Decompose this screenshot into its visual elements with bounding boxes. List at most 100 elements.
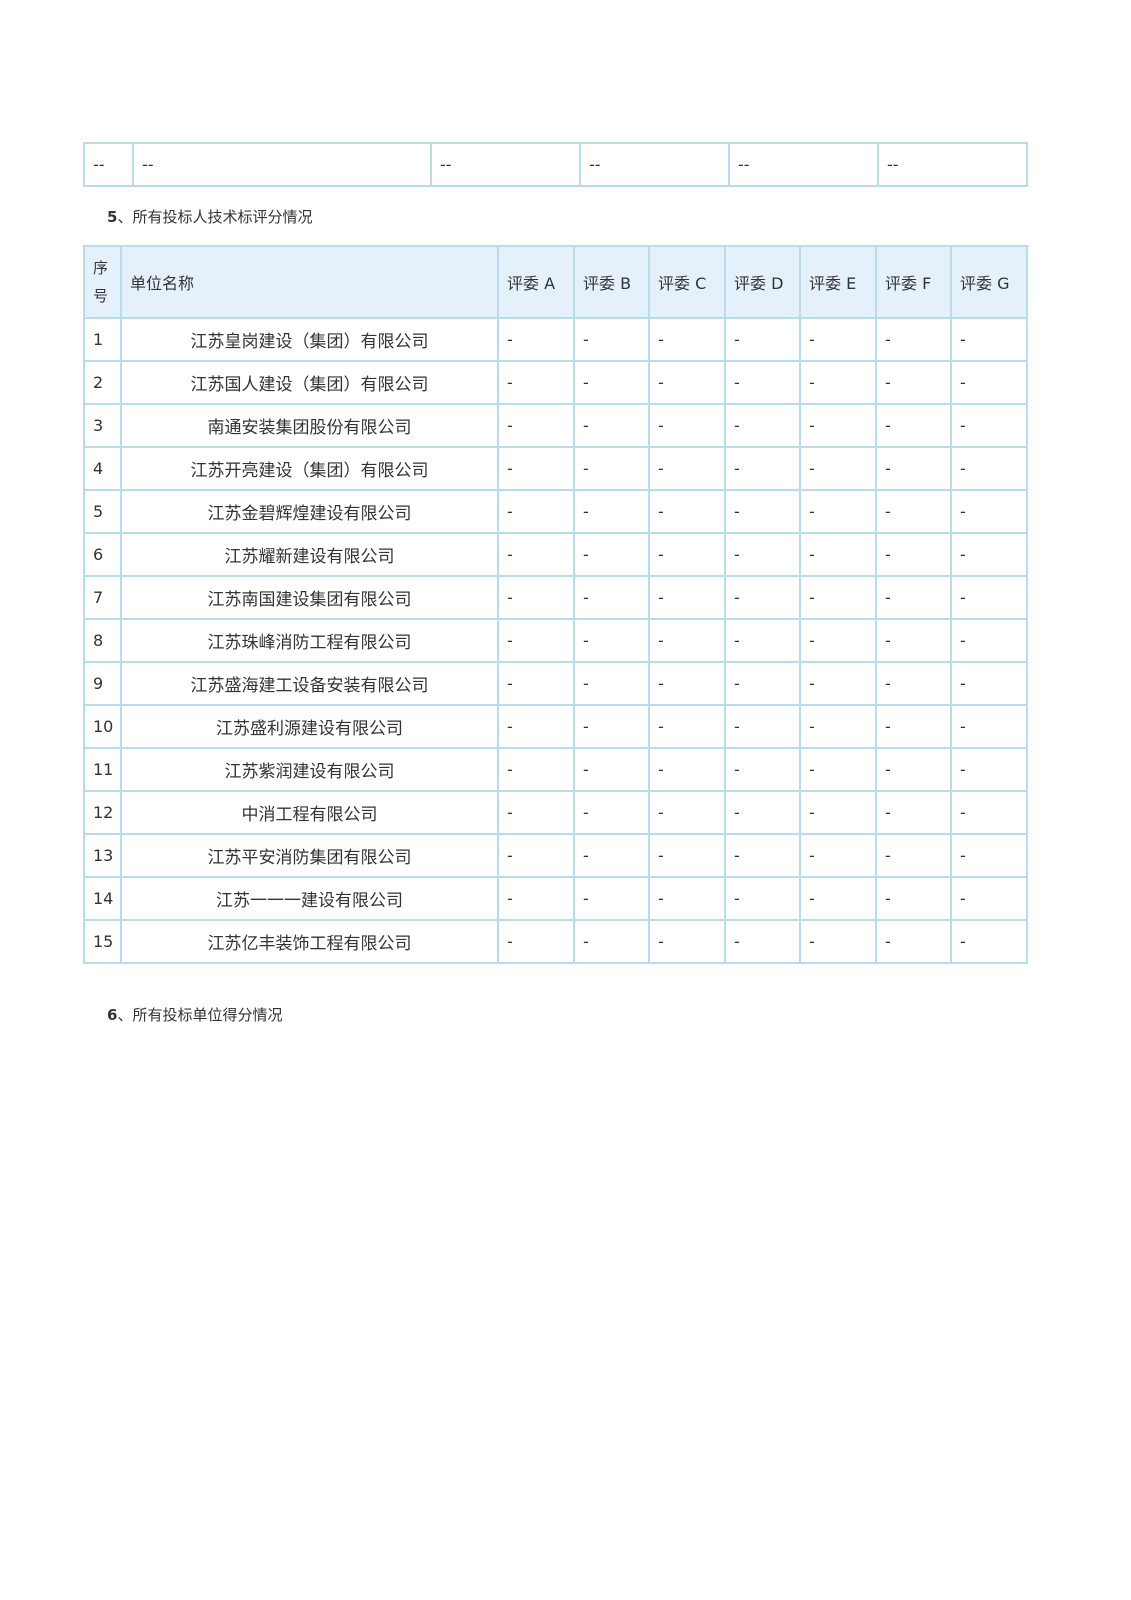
score-cell: - — [573, 446, 650, 491]
score-cell: - — [724, 575, 801, 620]
score-cell: - — [950, 790, 1028, 835]
score-cell: - — [950, 833, 1028, 878]
score-cell: - — [648, 661, 726, 706]
score-cell: - — [799, 833, 877, 878]
section-6-heading: 6、所有投标单位得分情况 — [107, 1004, 282, 1025]
column-header: 单位名称 — [120, 245, 499, 319]
score-cell: - — [950, 317, 1028, 362]
score-cell: - — [950, 704, 1028, 749]
score-cell: - — [799, 532, 877, 577]
row-number: 7 — [83, 575, 122, 620]
row-number: 3 — [83, 403, 122, 448]
score-cell: - — [950, 575, 1028, 620]
column-header: 评委 G — [950, 245, 1028, 319]
score-cell: - — [875, 317, 952, 362]
score-cell: - — [950, 747, 1028, 792]
row-number: 6 — [83, 532, 122, 577]
row-number: 8 — [83, 618, 122, 663]
score-cell: - — [648, 747, 726, 792]
score-cell: - — [497, 790, 575, 835]
score-cell: - — [573, 790, 650, 835]
score-cell: - — [724, 532, 801, 577]
column-header: 评委 C — [648, 245, 726, 319]
score-cell: - — [648, 790, 726, 835]
score-cell: - — [799, 618, 877, 663]
company-name: 江苏亿丰装饰工程有限公司 — [120, 919, 499, 964]
company-name: 江苏珠峰消防工程有限公司 — [120, 618, 499, 663]
score-cell: - — [799, 790, 877, 835]
score-cell: - — [648, 446, 726, 491]
score-cell: - — [724, 446, 801, 491]
score-cell: - — [799, 403, 877, 448]
score-cell: - — [724, 876, 801, 921]
company-name: 江苏金碧辉煌建设有限公司 — [120, 489, 499, 534]
score-cell: - — [648, 575, 726, 620]
score-cell: - — [875, 790, 952, 835]
score-cell: - — [497, 747, 575, 792]
score-cell: - — [950, 446, 1028, 491]
score-cell: - — [497, 360, 575, 405]
company-name: 江苏国人建设（集团）有限公司 — [120, 360, 499, 405]
score-cell: - — [648, 919, 726, 964]
score-cell: - — [724, 661, 801, 706]
score-cell: - — [573, 618, 650, 663]
cell: -- — [579, 142, 730, 187]
cell: -- — [728, 142, 879, 187]
company-name: 江苏盛海建工设备安装有限公司 — [120, 661, 499, 706]
score-cell: - — [799, 575, 877, 620]
score-cell: - — [497, 575, 575, 620]
cell: -- — [83, 142, 134, 187]
row-number: 13 — [83, 833, 122, 878]
score-cell: - — [724, 618, 801, 663]
score-cell: - — [573, 876, 650, 921]
section-title: 、所有投标人技术标评分情况 — [117, 208, 313, 226]
cell: -- — [877, 142, 1028, 187]
score-cell: - — [875, 360, 952, 405]
company-name: 江苏紫润建设有限公司 — [120, 747, 499, 792]
column-header: 评委 E — [799, 245, 877, 319]
score-cell: - — [497, 704, 575, 749]
score-cell: - — [950, 403, 1028, 448]
row-number: 1 — [83, 317, 122, 362]
score-cell: - — [497, 661, 575, 706]
row-number: 15 — [83, 919, 122, 964]
score-cell: - — [648, 360, 726, 405]
score-cell: - — [724, 747, 801, 792]
score-cell: - — [573, 704, 650, 749]
score-cell: - — [497, 489, 575, 534]
row-number: 4 — [83, 446, 122, 491]
score-cell: - — [497, 618, 575, 663]
table-row: 13 江苏平安消防集团有限公司 - - - - - - - — [83, 833, 1028, 878]
column-header: 评委 F — [875, 245, 952, 319]
score-cell: - — [799, 446, 877, 491]
score-cell: - — [799, 704, 877, 749]
score-cell: - — [724, 489, 801, 534]
table-row: 6 江苏耀新建设有限公司 - - - - - - - — [83, 532, 1028, 577]
row-number: 2 — [83, 360, 122, 405]
score-cell: - — [573, 747, 650, 792]
score-cell: - — [724, 833, 801, 878]
table-row: 3 南通安装集团股份有限公司 - - - - - - - — [83, 403, 1028, 448]
column-header: 序号 — [83, 245, 122, 319]
score-cell: - — [648, 403, 726, 448]
table-row: 7 江苏南国建设集团有限公司 - - - - - - - — [83, 575, 1028, 620]
score-cell: - — [573, 317, 650, 362]
score-cell: - — [875, 833, 952, 878]
score-cell: - — [875, 489, 952, 534]
company-name: 江苏平安消防集团有限公司 — [120, 833, 499, 878]
column-header: 评委 A — [497, 245, 575, 319]
row-number: 14 — [83, 876, 122, 921]
score-cell: - — [799, 661, 877, 706]
score-cell: - — [497, 446, 575, 491]
score-cell: - — [497, 532, 575, 577]
score-cell: - — [648, 317, 726, 362]
column-header: 评委 D — [724, 245, 801, 319]
score-cell: - — [875, 919, 952, 964]
score-cell: - — [724, 360, 801, 405]
table-row: 12 中消工程有限公司 - - - - - - - — [83, 790, 1028, 835]
score-cell: - — [799, 489, 877, 534]
score-cell: - — [875, 661, 952, 706]
score-cell: - — [875, 704, 952, 749]
cell: -- — [430, 142, 581, 187]
score-cell: - — [497, 876, 575, 921]
